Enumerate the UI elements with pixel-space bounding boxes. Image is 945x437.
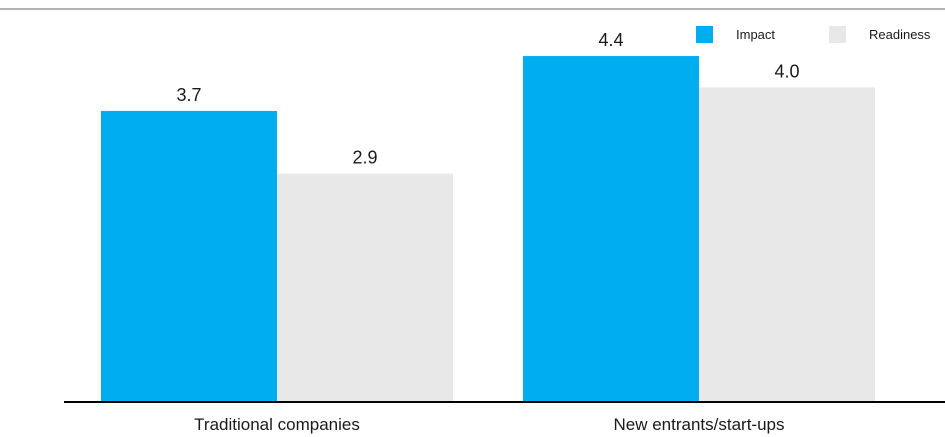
bar-readiness-1 — [277, 173, 453, 401]
category-labels: Traditional companies New entrants/start-… — [194, 415, 784, 434]
legend: Impact Readiness — [696, 26, 931, 43]
bars — [101, 56, 875, 402]
category-label-1: Traditional companies — [194, 415, 360, 434]
bar-readiness-2 — [699, 87, 875, 402]
legend-label-readiness: Readiness — [869, 27, 931, 42]
legend-swatch-readiness — [829, 26, 846, 43]
category-label-2: New entrants/start-ups — [613, 415, 784, 434]
bar-impact-1 — [101, 110, 277, 402]
bar-value-label-readiness-2: 4.0 — [774, 61, 799, 81]
bar-value-label-readiness-1: 2.9 — [352, 148, 377, 168]
bar-impact-2 — [523, 56, 699, 401]
legend-label-impact: Impact — [736, 27, 775, 42]
bar-value-label-impact-1: 3.7 — [176, 85, 201, 105]
legend-swatch-impact — [696, 26, 713, 43]
bar-value-labels: 3.7 2.9 4.4 4.0 — [176, 30, 799, 168]
bar-value-label-impact-2: 4.4 — [598, 30, 623, 50]
